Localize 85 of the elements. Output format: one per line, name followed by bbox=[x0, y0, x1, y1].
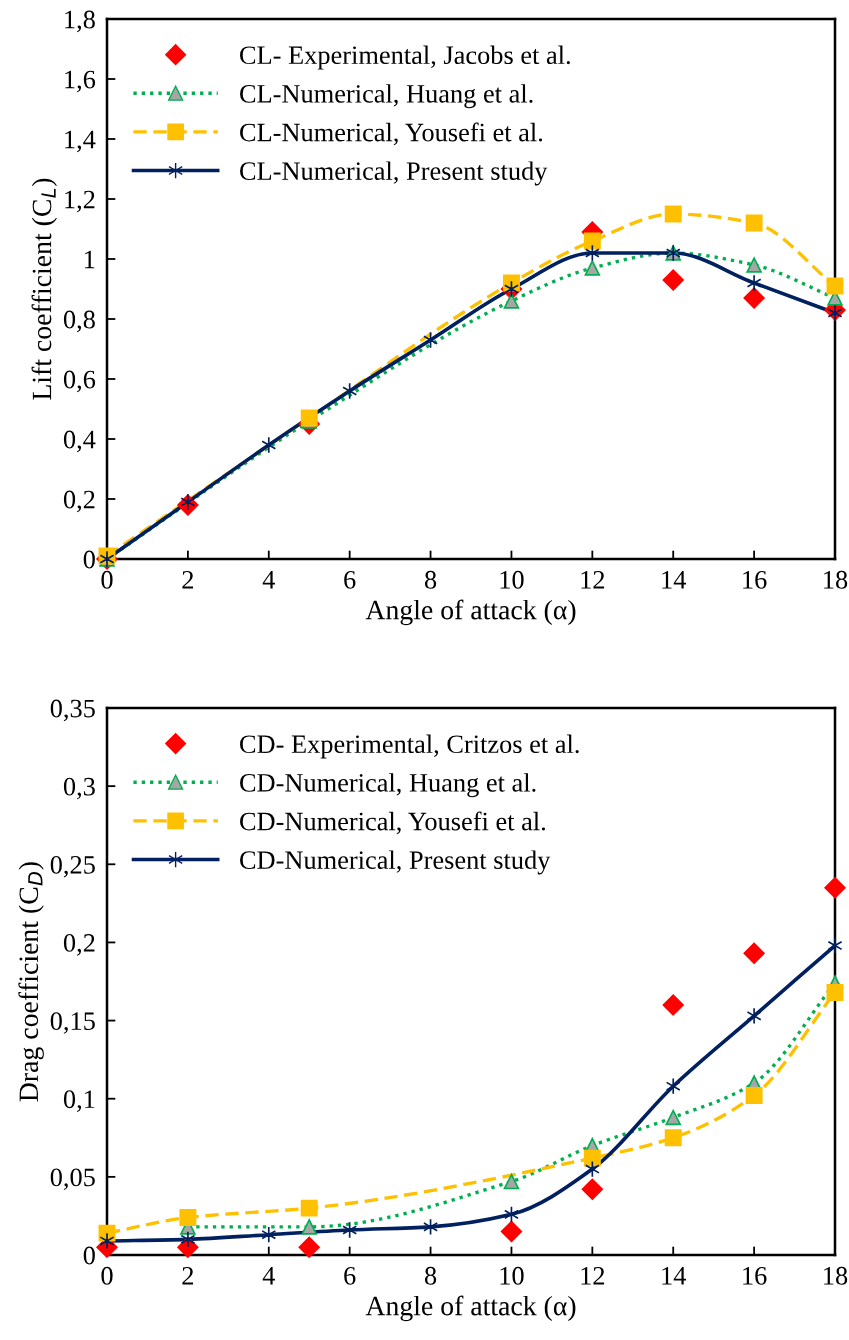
y-tick-label: 0,8 bbox=[63, 310, 95, 333]
x-tick-label: 14 bbox=[662, 1267, 686, 1285]
point bbox=[583, 1149, 601, 1167]
y-tick-label: 0 bbox=[83, 550, 95, 569]
y-tick-label: 0,25 bbox=[50, 855, 95, 878]
point bbox=[581, 1178, 603, 1201]
y-tick-label: 1,2 bbox=[65, 190, 95, 213]
point bbox=[503, 293, 520, 309]
point bbox=[298, 1236, 320, 1258]
x-tick-label: 0 bbox=[101, 1266, 113, 1285]
y-axis-title: Lift coefficient (C$_{L}$) bbox=[31, 178, 57, 400]
point bbox=[665, 1077, 681, 1095]
x-tick-label: 12 bbox=[581, 570, 605, 589]
y-tick-label: 1,4 bbox=[65, 130, 96, 153]
x-tick-label: 4 bbox=[262, 1267, 275, 1285]
point bbox=[300, 1199, 318, 1217]
point bbox=[584, 244, 600, 262]
x-tick-label: 16 bbox=[743, 1266, 767, 1285]
point bbox=[743, 287, 765, 309]
y-tick-label: 0,2 bbox=[63, 490, 95, 513]
y-axis-title: Drag coefficient (C$_{D}$) bbox=[18, 862, 44, 1102]
point bbox=[746, 257, 762, 273]
y-tick-label: 0,2 bbox=[63, 934, 95, 956]
x-axis-title: Angle of attack (α) bbox=[365, 1295, 576, 1322]
x-axis-title: Angle of attack (α) bbox=[365, 599, 576, 626]
x-tick-label: 2 bbox=[182, 1266, 194, 1285]
point bbox=[826, 277, 844, 295]
y-tick-label: 0 bbox=[83, 1246, 95, 1265]
y-tick-label: 0,1 bbox=[63, 1090, 95, 1112]
legend-label: CD-Numerical, Present study bbox=[240, 850, 551, 875]
point bbox=[301, 1219, 318, 1235]
y-tick-label: 0,05 bbox=[50, 1168, 95, 1191]
legend-label: CD-Numerical, Huang et al. bbox=[240, 773, 536, 798]
x-tick-label: 12 bbox=[581, 1266, 605, 1285]
point bbox=[584, 1160, 600, 1178]
x-tick-label: 10 bbox=[500, 570, 524, 589]
x-tick-label: 6 bbox=[344, 570, 356, 589]
point bbox=[665, 1109, 682, 1126]
x-tick-label: 8 bbox=[424, 570, 437, 589]
x-tick-label: 6 bbox=[344, 1266, 356, 1285]
legend-label: CD- Experimental, Critzos et al. bbox=[240, 734, 579, 759]
legend-label: CL-Numerical, Huang et al. bbox=[240, 84, 533, 109]
point bbox=[584, 260, 601, 276]
x-tick-label: 10 bbox=[500, 1266, 524, 1285]
point bbox=[745, 214, 763, 232]
point bbox=[180, 493, 196, 511]
point bbox=[583, 232, 601, 250]
y-tick-label: 1,6 bbox=[65, 70, 96, 93]
point bbox=[179, 1209, 197, 1226]
legend-label: CL-Numerical, Present study bbox=[240, 161, 548, 186]
point bbox=[261, 436, 277, 454]
x-tick-label: 2 bbox=[182, 570, 194, 589]
legend-label: CD-Numerical, Yousefi et al. bbox=[240, 811, 546, 835]
y-tick-label: 0,6 bbox=[63, 370, 96, 393]
y-tick-label: 1,8 bbox=[65, 10, 95, 33]
y-tick-label: 1 bbox=[85, 250, 95, 269]
point bbox=[662, 994, 684, 1016]
point bbox=[743, 942, 765, 965]
y-tick-label: 0,15 bbox=[50, 1012, 95, 1034]
x-tick-label: 4 bbox=[262, 571, 275, 589]
x-tick-label: 8 bbox=[424, 1266, 437, 1285]
point bbox=[99, 1232, 115, 1250]
y-tick-label: 0,3 bbox=[63, 777, 95, 800]
point bbox=[746, 274, 762, 292]
point bbox=[500, 1220, 523, 1243]
x-tick-label: 14 bbox=[662, 571, 686, 589]
x-tick-label: 0 bbox=[101, 570, 113, 589]
y-tick-label: 0,35 bbox=[50, 699, 95, 722]
point bbox=[746, 1007, 762, 1025]
legend-label: CL-Numerical, Yousefi et al. bbox=[240, 122, 543, 146]
point bbox=[826, 983, 844, 1001]
x-tick-label: 18 bbox=[824, 1266, 848, 1285]
legend-label: CL- Experimental, Jacobs et al. bbox=[240, 45, 570, 70]
point bbox=[662, 269, 684, 291]
point bbox=[745, 1087, 763, 1105]
x-tick-label: 16 bbox=[743, 570, 767, 589]
point bbox=[503, 1173, 520, 1190]
point bbox=[827, 937, 843, 955]
point bbox=[664, 205, 682, 223]
point bbox=[664, 1129, 682, 1147]
point bbox=[824, 877, 846, 899]
point bbox=[827, 304, 843, 322]
y-tick-label: 0,4 bbox=[63, 430, 96, 453]
point bbox=[261, 1226, 277, 1244]
x-tick-label: 18 bbox=[824, 570, 848, 589]
